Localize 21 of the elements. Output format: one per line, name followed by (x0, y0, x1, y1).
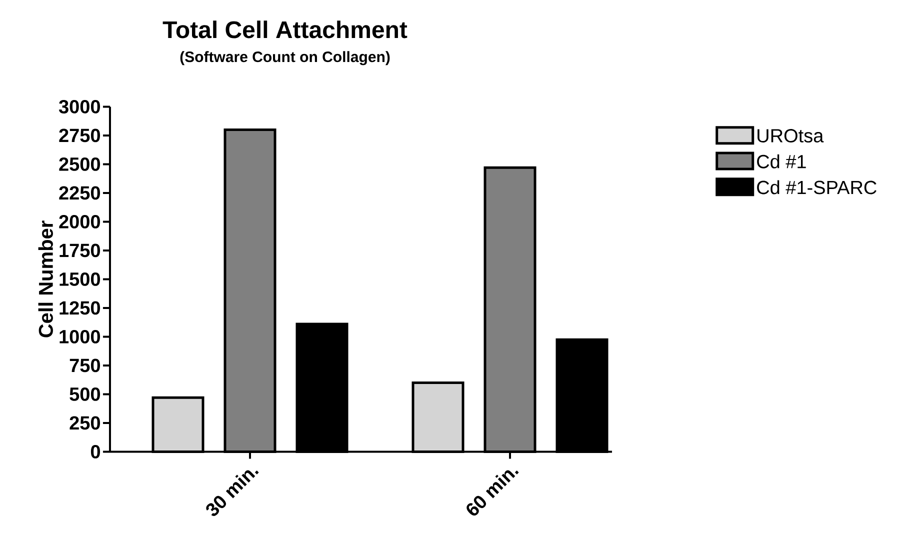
y-tick-label: 2750 (59, 128, 100, 142)
y-tick-label: 1750 (60, 244, 100, 258)
chart-title: Total Cell Attachment (162, 20, 408, 38)
x-tick-label: 60 min. (466, 470, 519, 516)
legend-label: Cd #1 (757, 154, 806, 168)
y-tick-label: 500 (70, 387, 100, 401)
y-tick-label: 2000 (59, 214, 100, 228)
y-tick-label: 1000 (60, 330, 100, 344)
y-tick-label: 250 (70, 416, 100, 430)
chart-subtitle: (Software Count on Collagen) (180, 51, 390, 66)
legend-label: UROtsa (758, 129, 824, 142)
y-tick-label: 1250 (60, 301, 100, 315)
x-tick-label: 30 min. (206, 470, 259, 516)
y-tick-label: 750 (70, 358, 100, 372)
y-tick-label: 0 (90, 444, 100, 458)
y-tick-label: 1500 (60, 272, 100, 286)
y-tick-label: 2250 (59, 186, 100, 200)
legend-label: Cd #1-SPARC (757, 180, 876, 194)
y-tick-label: 2500 (59, 157, 100, 171)
y-axis-title: Cell Number (38, 220, 53, 338)
y-tick-label: 3000 (58, 100, 100, 114)
